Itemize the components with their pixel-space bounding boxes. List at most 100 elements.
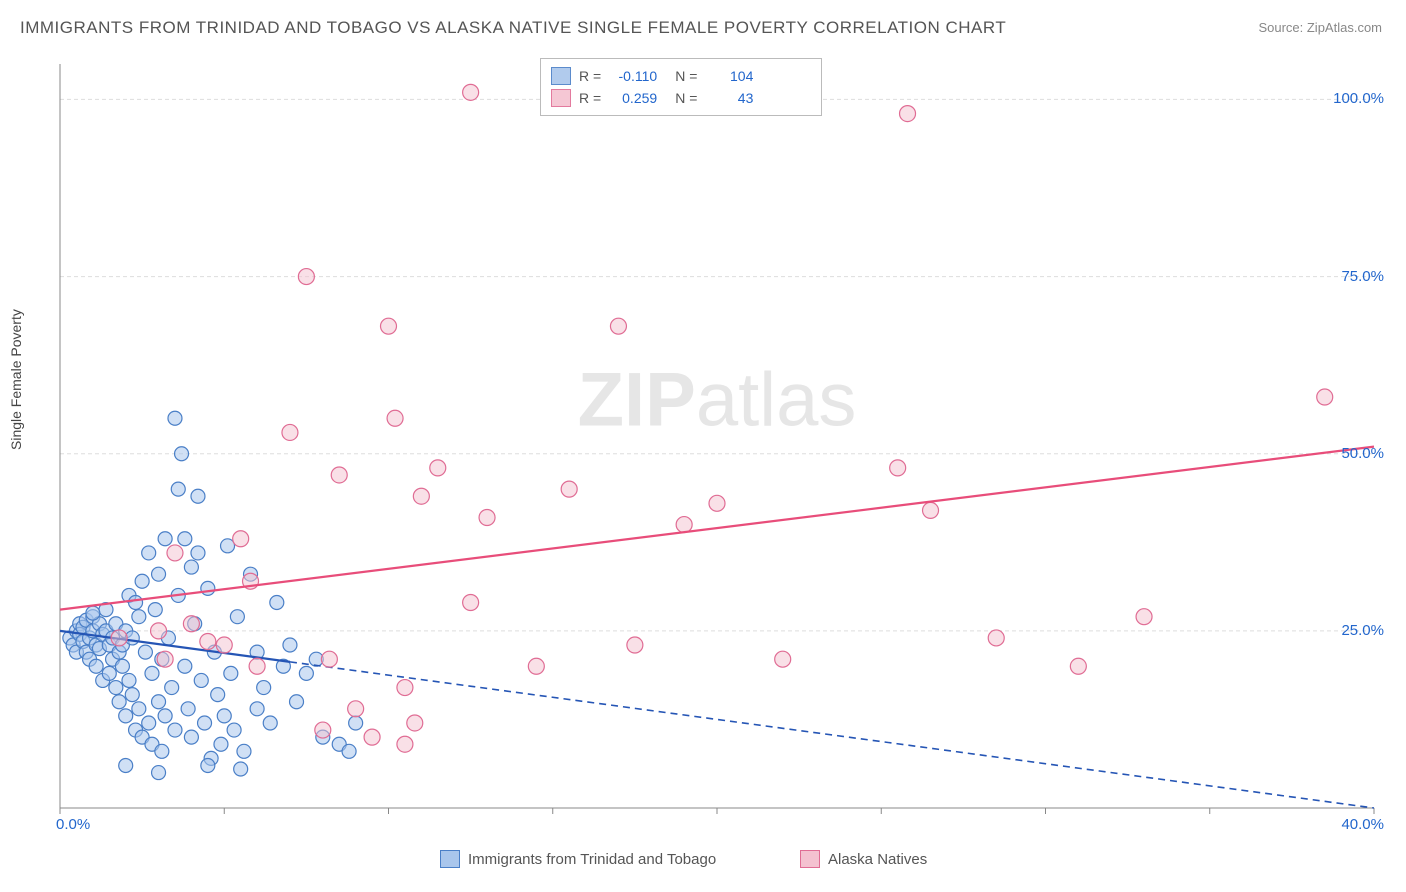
y-tick-label: 25.0% xyxy=(1341,622,1384,639)
trinidad-point xyxy=(283,638,297,652)
trinidad-swatch xyxy=(551,67,571,85)
alaska-point xyxy=(233,531,249,547)
trinidad-point xyxy=(158,532,172,546)
alaska-point xyxy=(413,488,429,504)
trinidad-trendline-dash xyxy=(290,662,1374,808)
legend-row-trinidad: R = -0.110 N = 104 xyxy=(551,65,811,87)
trinidad-point xyxy=(184,560,198,574)
trinidad-point xyxy=(263,716,277,730)
y-tick-label: 50.0% xyxy=(1341,445,1384,462)
alaska-point xyxy=(249,658,265,674)
trinidad-point xyxy=(152,567,166,581)
alaska-point xyxy=(676,517,692,533)
chart-title: IMMIGRANTS FROM TRINIDAD AND TOBAGO VS A… xyxy=(20,18,1006,38)
alaska-point xyxy=(463,595,479,611)
trinidad-point xyxy=(178,659,192,673)
alaska-point xyxy=(709,495,725,511)
trinidad-point xyxy=(142,546,156,560)
y-tick-label: 100.0% xyxy=(1333,90,1384,107)
alaska-point xyxy=(775,651,791,667)
legend-n-value: 104 xyxy=(705,68,753,84)
trinidad-point xyxy=(132,702,146,716)
trinidad-point xyxy=(122,673,136,687)
trinidad-swatch xyxy=(440,850,460,868)
trinidad-point xyxy=(224,666,238,680)
bottom-legend-alaska: Alaska Natives xyxy=(800,850,927,868)
trinidad-point xyxy=(125,688,139,702)
legend-r-value: -0.110 xyxy=(609,68,657,84)
alaska-point xyxy=(988,630,1004,646)
trinidad-point xyxy=(152,766,166,780)
trinidad-point xyxy=(155,744,169,758)
trinidad-point xyxy=(119,709,133,723)
trinidad-point xyxy=(168,411,182,425)
legend-n-label: N = xyxy=(675,90,697,106)
trinidad-point xyxy=(250,702,264,716)
trinidad-point xyxy=(191,489,205,503)
trinidad-point xyxy=(175,447,189,461)
trinidad-point xyxy=(234,762,248,776)
alaska-trendline xyxy=(60,447,1374,610)
alaska-point xyxy=(397,680,413,696)
trinidad-point xyxy=(217,709,231,723)
trinidad-point xyxy=(198,716,212,730)
trinidad-point xyxy=(152,695,166,709)
trinidad-point xyxy=(171,482,185,496)
alaska-point xyxy=(331,467,347,483)
trinidad-point xyxy=(168,723,182,737)
legend-n-value: 43 xyxy=(705,90,753,106)
alaska-swatch xyxy=(551,89,571,107)
alaska-point xyxy=(167,545,183,561)
trinidad-point xyxy=(349,716,363,730)
trinidad-point xyxy=(214,737,228,751)
alaska-point xyxy=(315,722,331,738)
trinidad-point xyxy=(194,673,208,687)
alaska-point xyxy=(890,460,906,476)
trinidad-point xyxy=(191,546,205,560)
alaska-point xyxy=(1136,609,1152,625)
trinidad-point xyxy=(112,695,126,709)
trinidad-point xyxy=(148,603,162,617)
alaska-point xyxy=(1317,389,1333,405)
trinidad-point xyxy=(230,610,244,624)
x-tick-label: 40.0% xyxy=(1341,816,1384,833)
correlation-legend: R = -0.110 N = 104 R = 0.259 N = 43 xyxy=(540,58,822,116)
alaska-point xyxy=(900,106,916,122)
legend-series-label: Immigrants from Trinidad and Tobago xyxy=(468,851,716,868)
trinidad-point xyxy=(102,666,116,680)
trinidad-point xyxy=(290,695,304,709)
alaska-point xyxy=(348,701,364,717)
alaska-point xyxy=(216,637,232,653)
trinidad-point xyxy=(89,659,103,673)
alaska-point xyxy=(610,318,626,334)
alaska-point xyxy=(627,637,643,653)
alaska-point xyxy=(151,623,167,639)
alaska-point xyxy=(200,633,216,649)
trinidad-point xyxy=(201,758,215,772)
trinidad-point xyxy=(142,716,156,730)
trinidad-point xyxy=(145,666,159,680)
alaska-point xyxy=(387,410,403,426)
alaska-point xyxy=(397,736,413,752)
alaska-point xyxy=(381,318,397,334)
legend-series-label: Alaska Natives xyxy=(828,851,927,868)
legend-r-label: R = xyxy=(579,68,601,84)
alaska-point xyxy=(157,651,173,667)
trinidad-point xyxy=(211,688,225,702)
legend-r-value: 0.259 xyxy=(609,90,657,106)
trinidad-point xyxy=(129,596,143,610)
alaska-point xyxy=(298,269,314,285)
alaska-point xyxy=(364,729,380,745)
alaska-point xyxy=(111,630,127,646)
trinidad-point xyxy=(119,758,133,772)
legend-n-label: N = xyxy=(675,68,697,84)
alaska-point xyxy=(561,481,577,497)
trinidad-point xyxy=(181,702,195,716)
trinidad-point xyxy=(109,681,123,695)
trinidad-point xyxy=(135,574,149,588)
alaska-point xyxy=(282,424,298,440)
trinidad-point xyxy=(115,659,129,673)
trinidad-point xyxy=(201,581,215,595)
trinidad-point xyxy=(227,723,241,737)
alaska-point xyxy=(479,509,495,525)
